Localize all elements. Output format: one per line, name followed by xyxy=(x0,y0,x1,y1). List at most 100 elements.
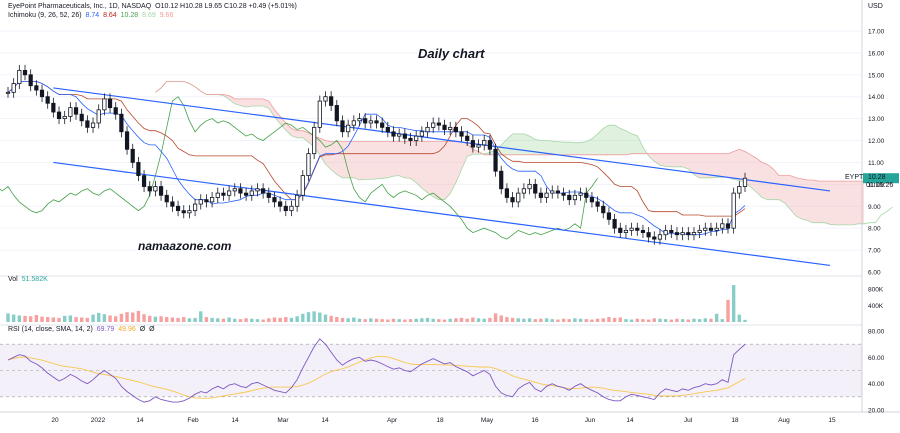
cloud-segment xyxy=(359,141,366,180)
volume-bar xyxy=(329,315,333,322)
volume-bar xyxy=(459,317,464,322)
cloud-segment xyxy=(813,179,819,223)
candle-body xyxy=(198,199,203,205)
cloud-segment xyxy=(523,133,530,155)
volume-bar xyxy=(567,319,571,322)
volume-bar xyxy=(442,319,447,322)
candle-body xyxy=(391,131,396,137)
candle-body xyxy=(669,229,674,233)
price-tick-label: 11.00 xyxy=(868,160,884,167)
ichimoku-header: Ichimoku (9, 26, 52, 26) 8.74 8.64 10.28… xyxy=(8,12,175,19)
grid xyxy=(0,0,900,413)
rsi-band xyxy=(0,344,862,397)
volume-bar xyxy=(584,319,588,322)
cloud-segment xyxy=(574,142,581,155)
time-tick-label: 20 xyxy=(51,417,59,424)
candle-body xyxy=(470,140,475,148)
volume-bar xyxy=(675,318,679,322)
candle-body xyxy=(419,131,424,137)
candle-body xyxy=(408,137,413,141)
volume-bar xyxy=(335,317,339,322)
volume-tick-label: 800K xyxy=(868,287,884,294)
candle-body xyxy=(731,192,736,229)
cloud-segment xyxy=(569,142,575,155)
candle-body xyxy=(113,107,118,115)
cloud-segment xyxy=(801,178,808,221)
candle-body xyxy=(34,85,39,91)
candle-body xyxy=(397,133,402,137)
volume-bar xyxy=(369,318,373,322)
candle-body xyxy=(51,102,56,113)
volume-bar xyxy=(578,318,583,322)
volume-bar xyxy=(397,319,401,322)
candle-body xyxy=(215,192,220,198)
volume-bar xyxy=(437,319,441,322)
candle-body xyxy=(720,223,725,229)
volume-bar xyxy=(590,319,594,322)
volume-bar xyxy=(182,317,186,322)
cloud-segment xyxy=(779,175,785,203)
cloud-segment xyxy=(733,149,740,181)
volume-bar xyxy=(312,311,316,322)
volume-bar xyxy=(522,318,526,322)
time-tick-label: 14 xyxy=(626,417,634,424)
volume-bar xyxy=(119,313,124,322)
volume-value: 51.582K xyxy=(21,276,48,283)
volume-bar xyxy=(380,319,384,322)
rsi-sma-line xyxy=(7,355,746,399)
candle-body xyxy=(153,186,158,192)
cloud-segment xyxy=(376,141,383,179)
candle-body xyxy=(323,96,328,102)
candle-body xyxy=(567,194,572,201)
volume-bar xyxy=(187,318,192,322)
volume-bar xyxy=(318,312,322,322)
candle-body xyxy=(380,122,385,128)
cloud-segment xyxy=(506,133,513,155)
volume-bar xyxy=(114,316,118,322)
volume-bar xyxy=(91,314,95,322)
watermark-annotation: namaazone.com xyxy=(138,239,232,253)
candle-body xyxy=(158,186,164,196)
symbol-header: EyePoint Pharmaceuticals, Inc., 1D, NASD… xyxy=(8,3,299,10)
volume-bar xyxy=(142,314,146,322)
candle-body xyxy=(261,188,266,194)
time-tick-label: May xyxy=(481,417,494,424)
cloud-segment xyxy=(682,153,689,170)
volume-bar xyxy=(731,285,736,322)
cloud-segment xyxy=(427,141,434,197)
cloud-segment xyxy=(762,162,768,200)
candle-body xyxy=(170,201,175,207)
cloud-segment xyxy=(552,141,558,155)
cloud-segment xyxy=(404,141,411,179)
cloud-segment xyxy=(421,141,428,193)
cloud-segment xyxy=(535,139,541,155)
candle-body xyxy=(244,192,249,196)
base-line xyxy=(7,81,746,217)
volume-bar xyxy=(386,319,390,322)
cloud-segment xyxy=(625,130,632,155)
volume-bar xyxy=(448,318,452,322)
candle-body xyxy=(238,188,243,194)
cloud-segment xyxy=(285,122,292,136)
cloud-segment xyxy=(710,153,717,178)
candle-body xyxy=(187,210,192,214)
candle-body xyxy=(714,227,719,231)
volume-bar xyxy=(272,317,277,322)
cloud-segment xyxy=(620,128,626,155)
ichimoku-value-lead2: 9.66 xyxy=(159,12,174,19)
cloud-segment xyxy=(603,125,609,155)
volume-bar xyxy=(714,313,719,322)
candle-body xyxy=(510,197,515,203)
rsi-tick-label: 40.00 xyxy=(868,381,885,388)
candle-body xyxy=(181,210,186,214)
ichimoku-value-conversion: 8.74 xyxy=(85,12,100,19)
volume-bar xyxy=(709,318,713,322)
candle-body xyxy=(578,192,583,196)
ichimoku-label: Ichimoku (9, 26, 52, 26) xyxy=(8,12,82,19)
cloud-segment xyxy=(433,141,439,200)
cloud-segment xyxy=(637,135,643,154)
candle-body xyxy=(102,98,107,111)
volume-bar xyxy=(255,319,260,322)
cloud-segment xyxy=(586,138,592,155)
candle-body xyxy=(589,197,595,203)
